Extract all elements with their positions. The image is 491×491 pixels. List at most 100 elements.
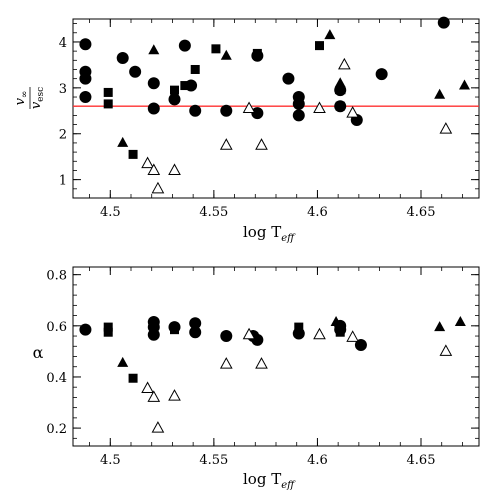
- filled-square-point: [335, 101, 345, 111]
- filled-circle-point: [354, 338, 367, 351]
- x-axis-label: log Teff: [243, 470, 296, 491]
- open-triangle-point: [219, 138, 233, 150]
- svg-text:log Teff: log Teff: [243, 223, 296, 244]
- svg-text:v∞: v∞: [13, 91, 30, 106]
- filled-circle-point: [147, 328, 160, 341]
- filled-triangle-point: [454, 315, 466, 326]
- filled-circle-point: [168, 93, 181, 106]
- filled-square-point: [170, 85, 179, 95]
- plot-frame: [72, 18, 480, 199]
- filled-triangle-point: [117, 136, 129, 147]
- y-axis-label-num: v: [13, 97, 28, 105]
- svg-text:log Teff: log Teff: [243, 470, 296, 491]
- open-triangle-point: [151, 181, 165, 194]
- filled-circle-point: [147, 102, 160, 115]
- y-tick-label: 0.2: [46, 422, 67, 437]
- x-ticks: 4.5 4.55 4.6 4.65: [89, 267, 463, 468]
- filled-circle-point: [189, 317, 202, 330]
- filled-circle-point: [437, 16, 450, 29]
- y-tick-label: 4: [59, 36, 67, 51]
- y-axis-label-den-sub: esc: [36, 87, 46, 102]
- y-tick-label: 2: [59, 128, 67, 143]
- open-triangle-point: [346, 106, 359, 118]
- filled-circle-point: [178, 39, 191, 52]
- x-tick-label: 4.6: [307, 205, 328, 220]
- open-triangle-point: [141, 381, 154, 393]
- filled-triangle-point: [434, 88, 446, 99]
- svg-text:vesc: vesc: [29, 87, 46, 109]
- filled-circle-point: [116, 52, 129, 65]
- x-axis-label-text: log T: [243, 470, 281, 488]
- filled-square-point: [103, 322, 113, 332]
- filled-triangle-point: [330, 315, 342, 326]
- open-triangle-point: [151, 421, 165, 433]
- x-axis-label: log Teff: [243, 223, 296, 244]
- filled-square-point: [103, 87, 113, 97]
- x-axis-label-sub: eff: [281, 233, 296, 244]
- filled-circle-point: [292, 97, 305, 110]
- y-tick-label: 0.8: [46, 269, 67, 284]
- x-tick-label: 4.55: [199, 205, 228, 220]
- x-tick-label: 4.5: [100, 205, 121, 220]
- x-tick-label: 4.65: [407, 453, 436, 468]
- x-tick-label: 4.6: [307, 453, 328, 468]
- open-triangle-point: [313, 101, 326, 113]
- y-ticks: 1 2 3 4: [59, 23, 479, 199]
- filled-square-point: [252, 48, 262, 58]
- y-tick-label: 1: [59, 174, 67, 189]
- filled-triangle-point: [148, 44, 160, 55]
- filled-circle-point: [251, 107, 264, 120]
- filled-triangle-point: [117, 356, 129, 367]
- filled-circle-point: [220, 104, 233, 117]
- filled-circle-point: [79, 91, 92, 104]
- y-ticks: 0.2 0.4 0.6 0.8: [46, 269, 479, 439]
- filled-triangle-point: [220, 49, 232, 60]
- open-triangle-point: [346, 330, 359, 342]
- data-points: [79, 315, 466, 433]
- filled-triangle-point: [459, 79, 470, 90]
- filled-triangle-point: [334, 84, 346, 95]
- filled-circle-point: [79, 38, 92, 51]
- x-axis-label-text: log T: [243, 223, 281, 241]
- filled-circle-point: [189, 104, 202, 117]
- filled-square-point: [103, 327, 113, 337]
- filled-square-point: [294, 322, 304, 332]
- y-tick-label: 3: [59, 82, 67, 97]
- open-triangle-point: [168, 389, 181, 401]
- open-triangle-point: [255, 138, 268, 150]
- y-tick-label: 0.4: [46, 371, 67, 386]
- filled-circle-point: [220, 330, 233, 343]
- filled-square-point: [335, 327, 345, 337]
- filled-circle-point: [147, 77, 160, 90]
- filled-triangle-point: [334, 77, 346, 88]
- filled-circle-point: [189, 326, 202, 339]
- x-ticks: 4.5 4.55 4.6 4.65: [89, 19, 463, 220]
- open-triangle-point: [313, 327, 326, 340]
- data-points: [79, 16, 470, 194]
- filled-square-point: [190, 64, 200, 74]
- filled-circle-point: [129, 65, 142, 78]
- filled-square-point: [128, 373, 138, 383]
- y-axis-label-den: v: [29, 101, 44, 109]
- x-tick-label: 4.5: [100, 453, 121, 468]
- alpha-panel: 4.5 4.55 4.6 4.65 0.2 0.4 0.6 0.8 log Teff α: [33, 266, 480, 491]
- x-tick-label: 4.55: [199, 453, 228, 468]
- open-triangle-point: [147, 163, 161, 175]
- x-tick-label: 4.65: [407, 205, 436, 220]
- filled-square-point: [180, 81, 190, 91]
- filled-circle-point: [282, 72, 295, 85]
- y-tick-label: 0.6: [46, 320, 67, 335]
- open-triangle-point: [242, 327, 256, 340]
- filled-square-point: [315, 41, 324, 51]
- open-triangle-point: [219, 357, 233, 369]
- open-triangle-point: [242, 101, 256, 113]
- filled-square-point: [103, 99, 113, 109]
- filled-circle-point: [79, 72, 92, 85]
- open-triangle-point: [147, 390, 161, 402]
- filled-triangle-point: [324, 29, 336, 40]
- filled-square-point: [128, 149, 138, 159]
- open-triangle-point: [439, 344, 453, 356]
- filled-circle-point: [292, 109, 305, 122]
- vinf-vesc-panel: 4.5 4.55 4.6 4.65 1 2 3 4 log Teff v∞ vesc: [13, 16, 480, 244]
